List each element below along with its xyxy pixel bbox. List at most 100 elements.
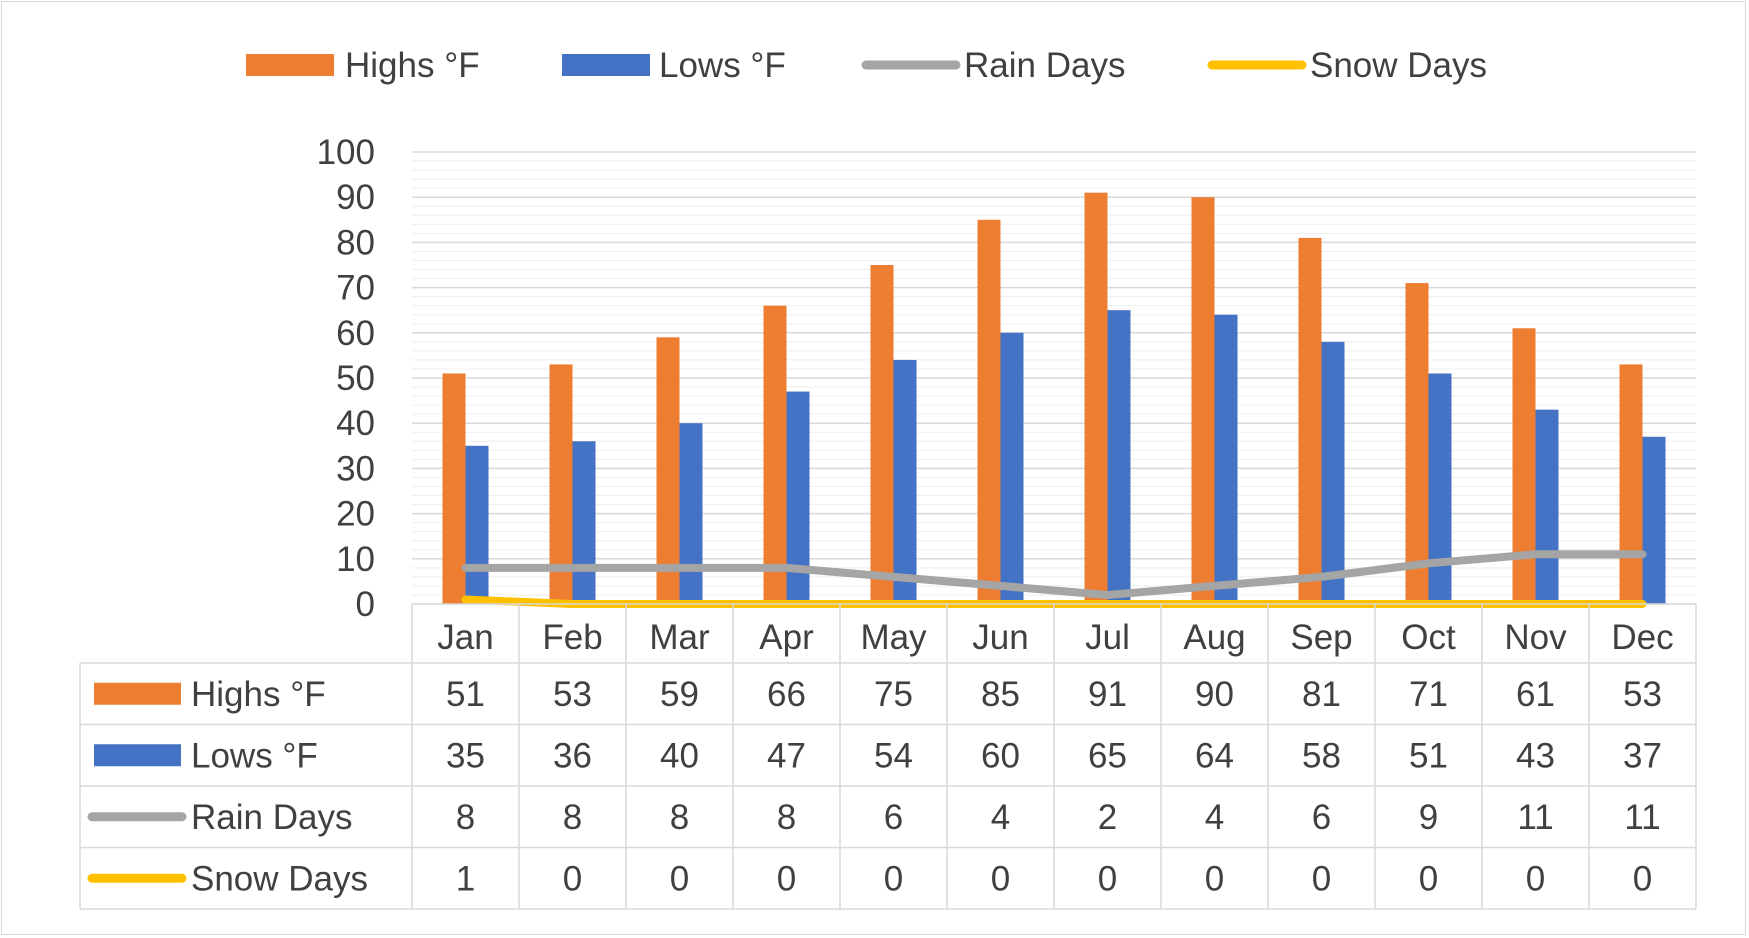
table-cell: 4 [991,798,1010,837]
table-row-label: Highs °F [191,675,326,714]
legend-label: Highs °F [345,46,480,85]
table-cell: 1 [456,859,475,898]
table-cell: 6 [884,798,903,837]
table-cell: 61 [1516,675,1555,714]
x-tick-label: Jan [437,618,493,657]
table-cell: 66 [767,675,806,714]
table-cell: 0 [1205,859,1224,898]
y-tick-label: 70 [336,269,375,308]
x-tick-label: Aug [1183,618,1245,657]
x-tick-label: Jul [1085,618,1130,657]
table-cell: 4 [1205,798,1224,837]
table-cell: 51 [446,675,485,714]
table-cell: 11 [1624,798,1660,837]
bar-highs-f [870,265,894,604]
x-tick-label: Oct [1401,618,1456,657]
table-cell: 8 [563,798,582,837]
table-row-label: Rain Days [191,798,352,837]
y-tick-label: 60 [336,314,375,353]
table-cell: 47 [767,736,806,775]
bar-highs-f [549,364,573,604]
line-rain-days [461,550,1647,599]
bar-lows-f [1107,310,1131,604]
legend-key [246,54,334,76]
table-cell: 0 [1633,859,1652,898]
table-cell: 75 [874,675,913,714]
table-cell: 40 [660,736,699,775]
table-cell: 35 [446,736,485,775]
table-cell: 71 [1409,675,1448,714]
x-tick-label: Nov [1504,618,1567,657]
table-cell: 0 [1312,859,1331,898]
table-cell: 0 [991,859,1010,898]
table-cell: 6 [1312,798,1331,837]
bar-highs-f [1405,283,1429,604]
bar-highs-f [1084,192,1108,604]
bar-lows-f [572,441,596,604]
bar-highs-f [763,305,787,604]
bar-lows-f [1321,341,1345,604]
table-cell: 0 [1098,859,1117,898]
y-tick-label: 40 [336,404,375,443]
table-cell: 64 [1195,736,1234,775]
bar-lows-f [1535,409,1559,604]
table-cell: 0 [777,859,796,898]
table-cell: 65 [1088,736,1127,775]
table-cell: 60 [981,736,1020,775]
table-row-label: Lows °F [191,736,318,775]
table-row-label: Snow Days [191,859,368,898]
bar-highs-f [1191,197,1215,604]
y-tick-label: 90 [336,178,375,217]
table-cell: 58 [1302,736,1341,775]
bar-highs-f [656,337,680,604]
legend-label: Lows °F [659,46,786,85]
table-cell: 8 [456,798,475,837]
bar-highs-f [442,373,466,604]
y-tick-label: 80 [336,223,375,262]
bar-lows-f [1214,314,1238,604]
bar-lows-f [1642,436,1666,604]
table-cell: 59 [660,675,699,714]
bar-lows-f [786,391,810,604]
x-tick-label: Feb [542,618,602,657]
x-tick-label: Sep [1290,618,1352,657]
legend-label: Snow Days [1310,46,1487,85]
x-tick-label: Dec [1611,618,1673,657]
table-cell: 51 [1409,736,1448,775]
table-legend-key [94,682,181,705]
y-tick-label: 10 [336,540,375,579]
table-cell: 43 [1516,736,1555,775]
bar-highs-f [1512,328,1536,604]
legend-label: Rain Days [964,46,1125,85]
table-cell: 37 [1623,736,1662,775]
legend-key [562,54,650,76]
table-cell: 8 [670,798,689,837]
y-tick-label: 0 [356,585,375,624]
table-cell: 81 [1302,675,1341,714]
table-cell: 0 [1526,859,1545,898]
table-legend-key [94,744,181,767]
y-tick-label: 20 [336,495,375,534]
x-tick-label: Mar [649,618,710,657]
y-tick-label: 50 [336,359,375,398]
table-cell: 91 [1088,675,1127,714]
table-cell: 0 [1419,859,1438,898]
y-tick-label: 100 [317,133,375,172]
table-cell: 53 [1623,675,1662,714]
table-cell: 0 [670,859,689,898]
table-cell: 0 [563,859,582,898]
bar-lows-f [679,423,703,604]
table-cell: 11 [1517,798,1553,837]
bar-highs-f [1298,237,1322,604]
bar-lows-f [893,359,917,604]
table-cell: 90 [1195,675,1234,714]
bar-lows-f [1000,332,1024,604]
table-cell: 8 [777,798,796,837]
table-cell: 54 [874,736,913,775]
x-tick-label: May [860,618,927,657]
x-tick-label: Apr [759,618,814,657]
bar-highs-f [977,219,1001,605]
x-tick-label: Jun [972,618,1028,657]
y-tick-label: 30 [336,449,375,488]
